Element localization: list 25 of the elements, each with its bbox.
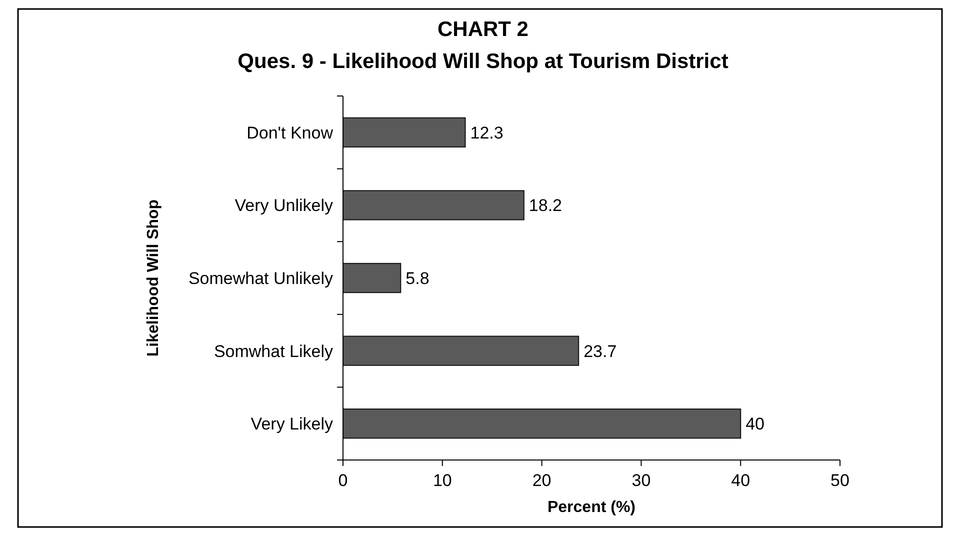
x-tick-label: 20	[532, 471, 552, 490]
data-label: 40	[746, 414, 765, 434]
chart-subtitle: Ques. 9 - Likelihood Will Shop at Tourism District	[238, 50, 728, 73]
y-tick-label: Very Likely	[250, 414, 334, 434]
bar	[342, 190, 524, 220]
bar	[342, 336, 580, 366]
y-tick-label: Don't Know	[246, 123, 334, 142]
x-tick-label: 50	[830, 471, 850, 490]
data-label: 5.8	[406, 268, 430, 288]
data-label: 18.2	[528, 196, 562, 216]
y-tick-label: Somewhat Unlikely	[188, 268, 334, 288]
x-tick-label: 40	[731, 471, 750, 490]
y-tick-label: Somwhat Likely	[214, 342, 334, 361]
x-tick-label: 30	[632, 471, 651, 490]
data-label: 23.7	[584, 342, 617, 361]
y-axis-title: Likelihood Will Shop	[145, 199, 162, 357]
x-tick-label: 10	[432, 471, 452, 490]
x-tick-label: 0	[338, 471, 348, 490]
bar	[342, 408, 742, 439]
data-label: 12.3	[470, 123, 504, 142]
x-axis-title: Percent (%)	[547, 499, 636, 516]
chart-title: CHART 2	[437, 18, 529, 41]
bar	[342, 117, 466, 148]
y-tick-label: Very Unlikely	[234, 196, 334, 216]
bar	[342, 262, 402, 294]
